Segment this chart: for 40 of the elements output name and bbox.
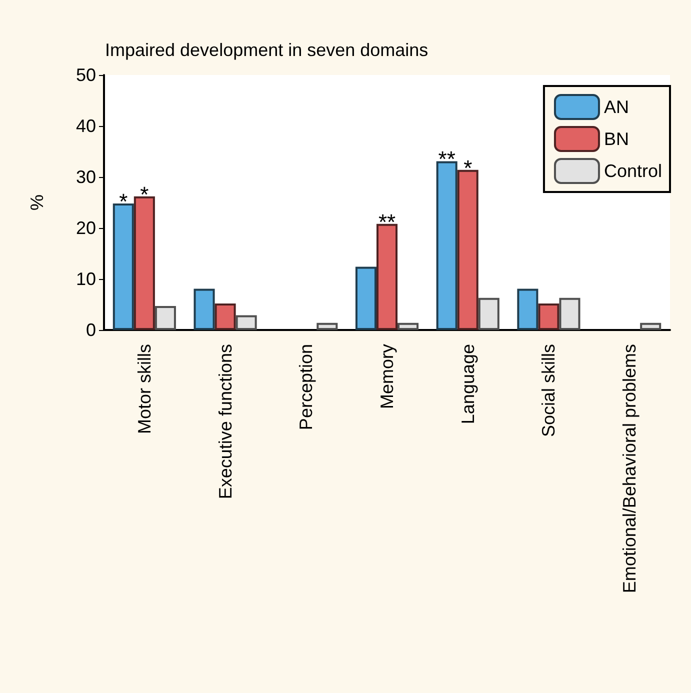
bar	[154, 306, 176, 330]
y-tick-label: 50	[76, 65, 96, 85]
bar	[316, 322, 338, 330]
bar	[194, 288, 215, 330]
data-label: **	[438, 146, 456, 172]
bar	[517, 288, 538, 330]
y-tick-label: 30	[76, 167, 96, 187]
x-tick-label: Social skills	[538, 344, 559, 438]
y-tick-label: 0	[86, 320, 96, 340]
x-tick-label: Motor skills	[134, 344, 154, 434]
legend-label: AN	[604, 97, 629, 117]
data-label: *	[119, 189, 128, 214]
bar	[214, 303, 236, 330]
y-tick-label: 40	[76, 116, 96, 136]
bar	[398, 322, 419, 330]
bar	[538, 303, 560, 330]
y-axis-title: %	[27, 194, 47, 211]
data-label: *	[464, 155, 473, 180]
x-tick-label: Perception	[296, 344, 316, 430]
y-tick-label: 20	[76, 218, 96, 238]
bar	[559, 298, 580, 330]
data-label: *	[140, 182, 150, 207]
bar	[436, 161, 458, 330]
bar	[457, 170, 478, 330]
x-tick-label: Emotional/Behavioral problems	[620, 344, 640, 594]
data-label: **	[378, 209, 396, 234]
x-tick-label: Memory	[377, 344, 397, 410]
x-tick-label: Language	[458, 344, 478, 424]
legend-label: Control	[604, 161, 662, 181]
bar	[376, 224, 398, 330]
bar	[478, 298, 500, 330]
x-tick-label: Executive functions	[215, 344, 236, 500]
bar	[355, 266, 376, 330]
bar	[236, 315, 257, 330]
legend-label: BN	[604, 129, 629, 149]
bar	[640, 322, 662, 330]
bar	[112, 204, 134, 330]
y-tick-label: 10	[76, 269, 96, 289]
chart-title: Impaired development in seven domains	[105, 40, 428, 60]
bar	[134, 196, 155, 330]
